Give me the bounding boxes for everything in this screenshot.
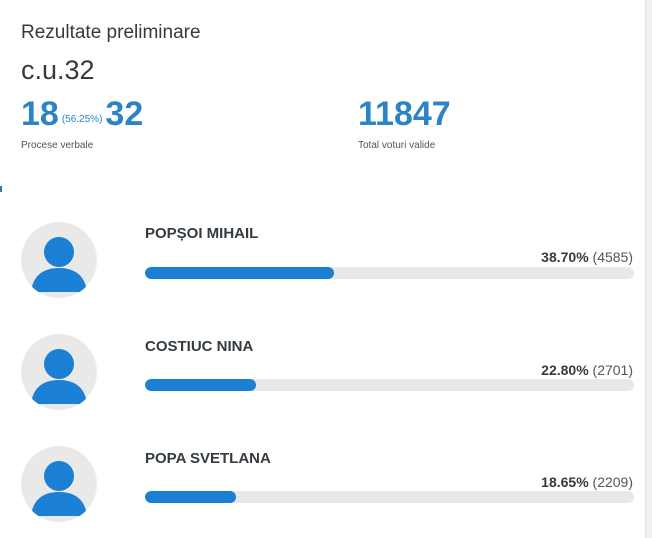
candidate-name: POPA SVETLANA (145, 450, 271, 467)
candidate-row: POPȘOI MIHAIL 38.70% (4585) (0, 214, 645, 304)
procese-label: Procese verbale (21, 140, 94, 151)
result-bar-track (145, 267, 634, 279)
avatar (21, 334, 97, 410)
result-bar-fill (145, 267, 335, 279)
result-bar-fill (145, 379, 257, 391)
candidate-row: COSTIUC NINA 22.80% (2701) (0, 327, 645, 417)
processed-count: 18 (21, 95, 59, 133)
candidate-row: POPA SVETLANA 18.65% (2209) (0, 439, 645, 529)
candidate-name: POPȘOI MIHAIL (145, 225, 259, 242)
candidate-result: 22.80% (2701) (541, 362, 633, 378)
votes-stat: 11847 (358, 95, 451, 134)
edge-marker (0, 186, 2, 192)
person-silhouette-icon (31, 237, 87, 292)
candidate-votes: (2209) (592, 474, 633, 490)
result-bar-track (145, 491, 634, 503)
candidate-votes: (4585) (592, 249, 633, 265)
candidate-name: COSTIUC NINA (145, 338, 254, 355)
processed-percent: (56.25%) (61, 114, 103, 125)
total-procese-count: 32 (105, 95, 144, 133)
avatar (21, 446, 97, 522)
person-silhouette-icon (31, 349, 87, 404)
result-bar-fill (145, 491, 237, 503)
district-code: c.u.32 (21, 55, 95, 85)
candidate-percent: 18.65% (541, 474, 589, 490)
result-bar-track (145, 379, 634, 391)
candidate-percent: 38.70% (541, 249, 589, 265)
votes-label: Total voturi valide (358, 140, 436, 151)
avatar (21, 222, 97, 298)
candidate-percent: 22.80% (541, 362, 589, 378)
candidate-votes: (2701) (592, 362, 633, 378)
person-silhouette-icon (31, 461, 87, 516)
candidate-result: 38.70% (4585) (541, 249, 633, 265)
total-votes-count: 11847 (358, 95, 451, 133)
panel-title: Rezultate preliminare (21, 22, 201, 43)
procese-stat: 18 (56.25%)32 (21, 95, 143, 134)
candidate-result: 18.65% (2209) (541, 474, 633, 490)
scroll-edge (645, 0, 652, 538)
